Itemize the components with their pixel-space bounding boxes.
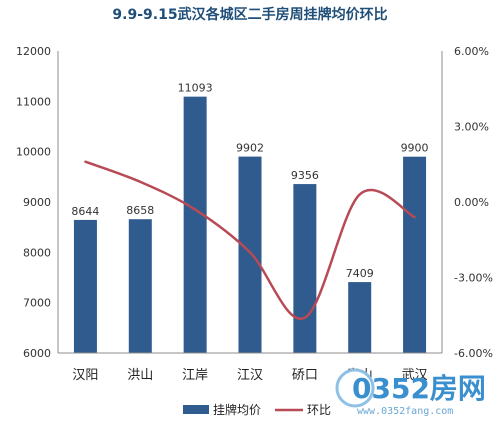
category-labels: 汉阳洪山江岸江汉硚口青山武汉 [72, 368, 427, 383]
left-tick-label: 12000 [16, 45, 51, 58]
data-labels: 8644 8658 11093 9902 9356 7409 9900 [71, 82, 428, 280]
data-label: 9356 [291, 169, 319, 182]
right-axis: -6.00% -3.00% 0.00% 3.00% 6.00% [454, 45, 493, 360]
left-axis: 6000 7000 8000 9000 10000 11000 12000 [16, 45, 51, 360]
watermark: 0352房网 www.0352fang.com [335, 368, 486, 417]
data-label: 11093 [178, 82, 213, 95]
bar [293, 184, 317, 353]
category-label: 汉阳 [72, 368, 98, 383]
watermark-url: www.0352fang.com [357, 406, 453, 417]
category-label: 洪山 [127, 368, 153, 383]
bar [183, 96, 207, 353]
left-tick-label: 10000 [16, 146, 51, 159]
right-tick-label: -6.00% [454, 347, 493, 360]
data-label: 9902 [236, 142, 264, 155]
bar [238, 156, 262, 353]
bar [73, 219, 97, 353]
category-label: 武汉 [402, 368, 428, 383]
left-tick-label: 9000 [23, 196, 51, 209]
legend-bar-swatch [183, 405, 209, 414]
left-tick-label: 11000 [16, 95, 51, 108]
data-label: 7409 [346, 267, 374, 280]
legend-bar-label: 挂牌均价 [213, 403, 261, 417]
category-label: 江汉 [237, 368, 263, 383]
legend: 挂牌均价 环比 [183, 403, 331, 417]
data-label: 8644 [71, 205, 99, 218]
legend-line-label: 环比 [307, 403, 331, 417]
left-tick-label: 8000 [23, 246, 51, 259]
left-tick-label: 6000 [23, 347, 51, 360]
right-tick-label: 6.00% [454, 45, 489, 58]
right-tick-label: -3.00% [454, 272, 493, 285]
chart-title: 9.9-9.15武汉各城区二手房周挂牌均价环比 [112, 6, 387, 23]
watermark-logo-ring [335, 368, 375, 408]
data-label: 9900 [401, 142, 429, 155]
bar [348, 282, 372, 353]
bar [128, 219, 152, 353]
watermark-logo: 0352房网 [352, 372, 486, 405]
category-label: 江岸 [182, 368, 208, 383]
right-tick-label: 0.00% [454, 196, 489, 209]
data-label: 8658 [126, 204, 154, 217]
bar [403, 156, 427, 353]
right-tick-label: 3.00% [454, 121, 489, 134]
left-tick-label: 7000 [23, 297, 51, 310]
bar-series [73, 96, 427, 353]
category-label: 硚口 [292, 368, 318, 383]
line-series [84, 160, 416, 321]
